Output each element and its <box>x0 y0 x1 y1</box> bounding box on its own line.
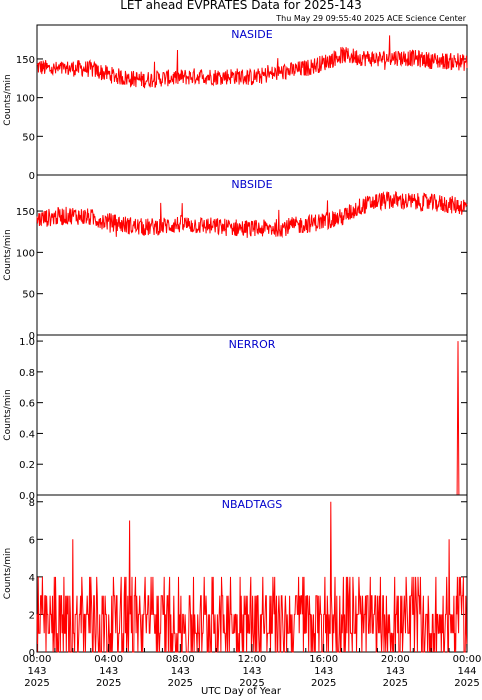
x-tick-label: 2025 <box>96 678 121 689</box>
y-tick-label: 100 <box>16 248 35 259</box>
x-axis-label: UTC Day of Year <box>201 686 282 697</box>
x-tick-label: 2025 <box>168 678 193 689</box>
x-tick-label: 12:00 <box>238 654 267 665</box>
x-tick-label: 2025 <box>383 678 408 689</box>
y-tick-label: 2 <box>29 610 35 621</box>
y-axis-label: Counts/min <box>3 229 13 280</box>
series-line <box>36 35 468 89</box>
chart-title: LET ahead EVPRATES Data for 2025-143 <box>120 0 362 12</box>
y-tick-label: 50 <box>22 290 35 301</box>
y-axis-label: Counts/min <box>3 548 13 599</box>
y-tick-label: 100 <box>16 94 35 105</box>
y-tick-label: 0 <box>29 171 35 182</box>
series-label: NBADTAGS <box>222 498 282 511</box>
x-tick-label: 16:00 <box>309 654 338 665</box>
chart-timestamp: Thu May 29 09:55:40 2025 ACE Science Cen… <box>275 14 466 23</box>
y-axis-label: Counts/min <box>3 389 13 440</box>
y-axis-label: Counts/min <box>3 74 13 125</box>
x-tick-label: 143 <box>242 666 261 677</box>
panel-nerror: 0.0 0.2 0.4 0.6 0.8 1.0 Counts/min NERROR <box>3 334 468 502</box>
y-tick-label: 4 <box>29 573 35 584</box>
y-tick-label: 150 <box>16 55 35 66</box>
x-tick-label: 00:00 <box>23 654 52 665</box>
x-tick-label: 143 <box>99 666 118 677</box>
y-tick-label: 0.6 <box>19 399 35 410</box>
x-tick-label: 2025 <box>454 678 479 689</box>
y-tick-label: 0.2 <box>19 460 35 471</box>
y-tick-label: 0.0 <box>19 491 35 502</box>
panel-frame <box>36 334 468 496</box>
series-line <box>36 190 468 239</box>
x-tick-label: 143 <box>386 666 405 677</box>
panel-frame <box>36 24 468 176</box>
y-tick-label: 0 <box>29 648 35 659</box>
y-tick-label: 1.0 <box>19 337 35 348</box>
x-tick-label: 2025 <box>311 678 336 689</box>
y-tick-label: 150 <box>16 207 35 218</box>
y-tick-label: 6 <box>29 535 35 546</box>
series-line <box>37 341 467 496</box>
y-tick-label: 0.4 <box>19 429 35 440</box>
series-label: NBSIDE <box>231 178 272 191</box>
y-tick-label: 0 <box>29 331 35 342</box>
x-tick-label: 143 <box>27 666 46 677</box>
x-tick-label: 04:00 <box>94 654 123 665</box>
panel-nbside: 0 50 100 150 Counts/min NBSIDE <box>3 174 468 342</box>
series-label: NERROR <box>229 338 276 351</box>
x-tick-label: 08:00 <box>166 654 195 665</box>
y-tick-label: 8 <box>29 498 35 509</box>
x-tick-label: 20:00 <box>381 654 410 665</box>
y-tick-label: 50 <box>22 132 35 143</box>
panel-nbadtags: 0 2 4 6 8 Counts/min NBADTAGS <box>3 494 468 659</box>
series-line <box>36 501 468 653</box>
series-label: NASIDE <box>231 28 272 41</box>
x-tick-label: 143 <box>314 666 333 677</box>
x-tick-label: 2025 <box>239 678 264 689</box>
x-tick-label: 144 <box>457 666 476 677</box>
x-tick-label: 2025 <box>24 678 49 689</box>
x-tick-label: 00:00 <box>453 654 482 665</box>
y-tick-label: 0.8 <box>19 368 35 379</box>
x-tick-label: 143 <box>171 666 190 677</box>
